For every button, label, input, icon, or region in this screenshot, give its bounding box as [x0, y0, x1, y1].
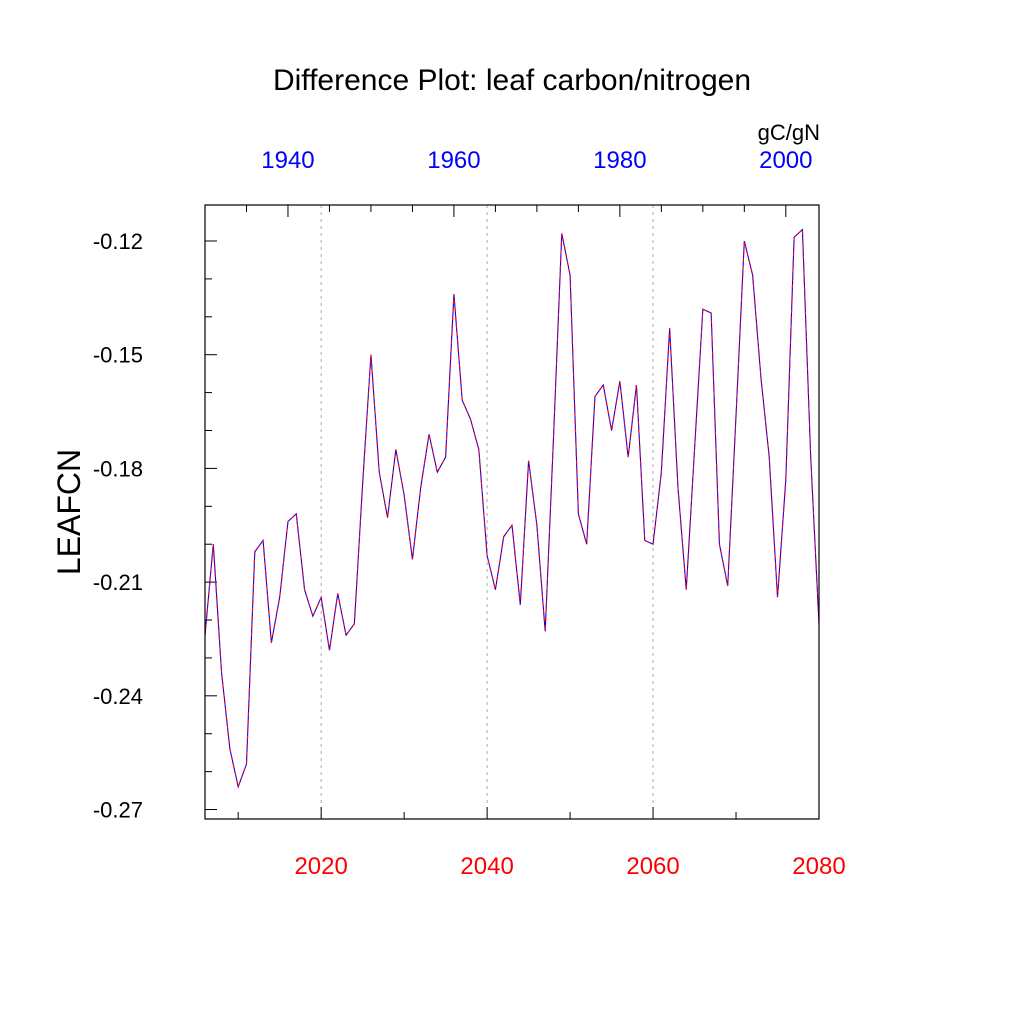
x-top-tick-label: 1980	[593, 147, 646, 174]
gridlines	[320, 205, 654, 819]
y-tick-label: -0.27	[93, 798, 143, 823]
y-tick-label: -0.24	[93, 684, 143, 709]
plot-frame	[204, 204, 820, 820]
chart-title: Difference Plot: leaf carbon/nitrogen	[273, 64, 751, 97]
series-line-blue	[204, 228, 820, 789]
series-line-red-dashed	[204, 228, 820, 789]
x-bottom-tick-label: 2020	[294, 853, 347, 880]
x-bottom-tick-label: 2040	[460, 853, 513, 880]
x-axis-bottom: 2020 2040 2060 2080	[294, 807, 846, 880]
x-bottom-tick-label: 2060	[626, 853, 679, 880]
x-bottom-tick-label: 2080	[792, 853, 845, 880]
y-axis: -0.12 -0.15 -0.18 -0.21 -0.24 -0.27	[93, 229, 217, 823]
units-label: gC/gN	[758, 120, 820, 145]
data-series	[204, 228, 820, 789]
minor-ticks	[204, 205, 745, 819]
y-axis-label: LEAFCN	[51, 449, 87, 575]
y-tick-label: -0.21	[93, 570, 143, 595]
x-axis-top: 1940 1960 1980 2000	[261, 147, 813, 217]
x-top-tick-label: 1940	[261, 147, 314, 174]
y-tick-label: -0.12	[93, 229, 143, 254]
x-top-tick-label: 1960	[427, 147, 480, 174]
y-tick-label: -0.18	[93, 456, 143, 481]
y-tick-label: -0.15	[93, 343, 143, 368]
x-top-tick-label: 2000	[759, 147, 812, 174]
